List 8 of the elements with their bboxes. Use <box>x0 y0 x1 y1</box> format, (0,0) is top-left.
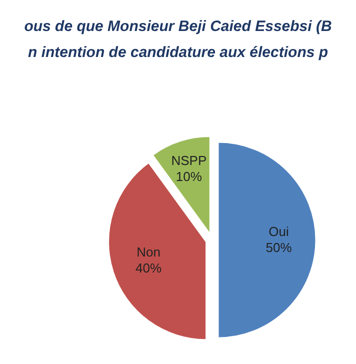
slice-label: Oui <box>268 224 289 239</box>
data-label: 10% <box>176 169 202 184</box>
data-label: 40% <box>135 260 162 276</box>
text: n intention de candidature aux élections p <box>28 44 328 61</box>
slice-label: NSPP <box>171 153 207 168</box>
slice-label: Non <box>136 244 160 260</box>
text: ous de que Monsieur Beji Caied Essebsi (B <box>24 18 332 35</box>
data-label: 50% <box>266 240 292 255</box>
